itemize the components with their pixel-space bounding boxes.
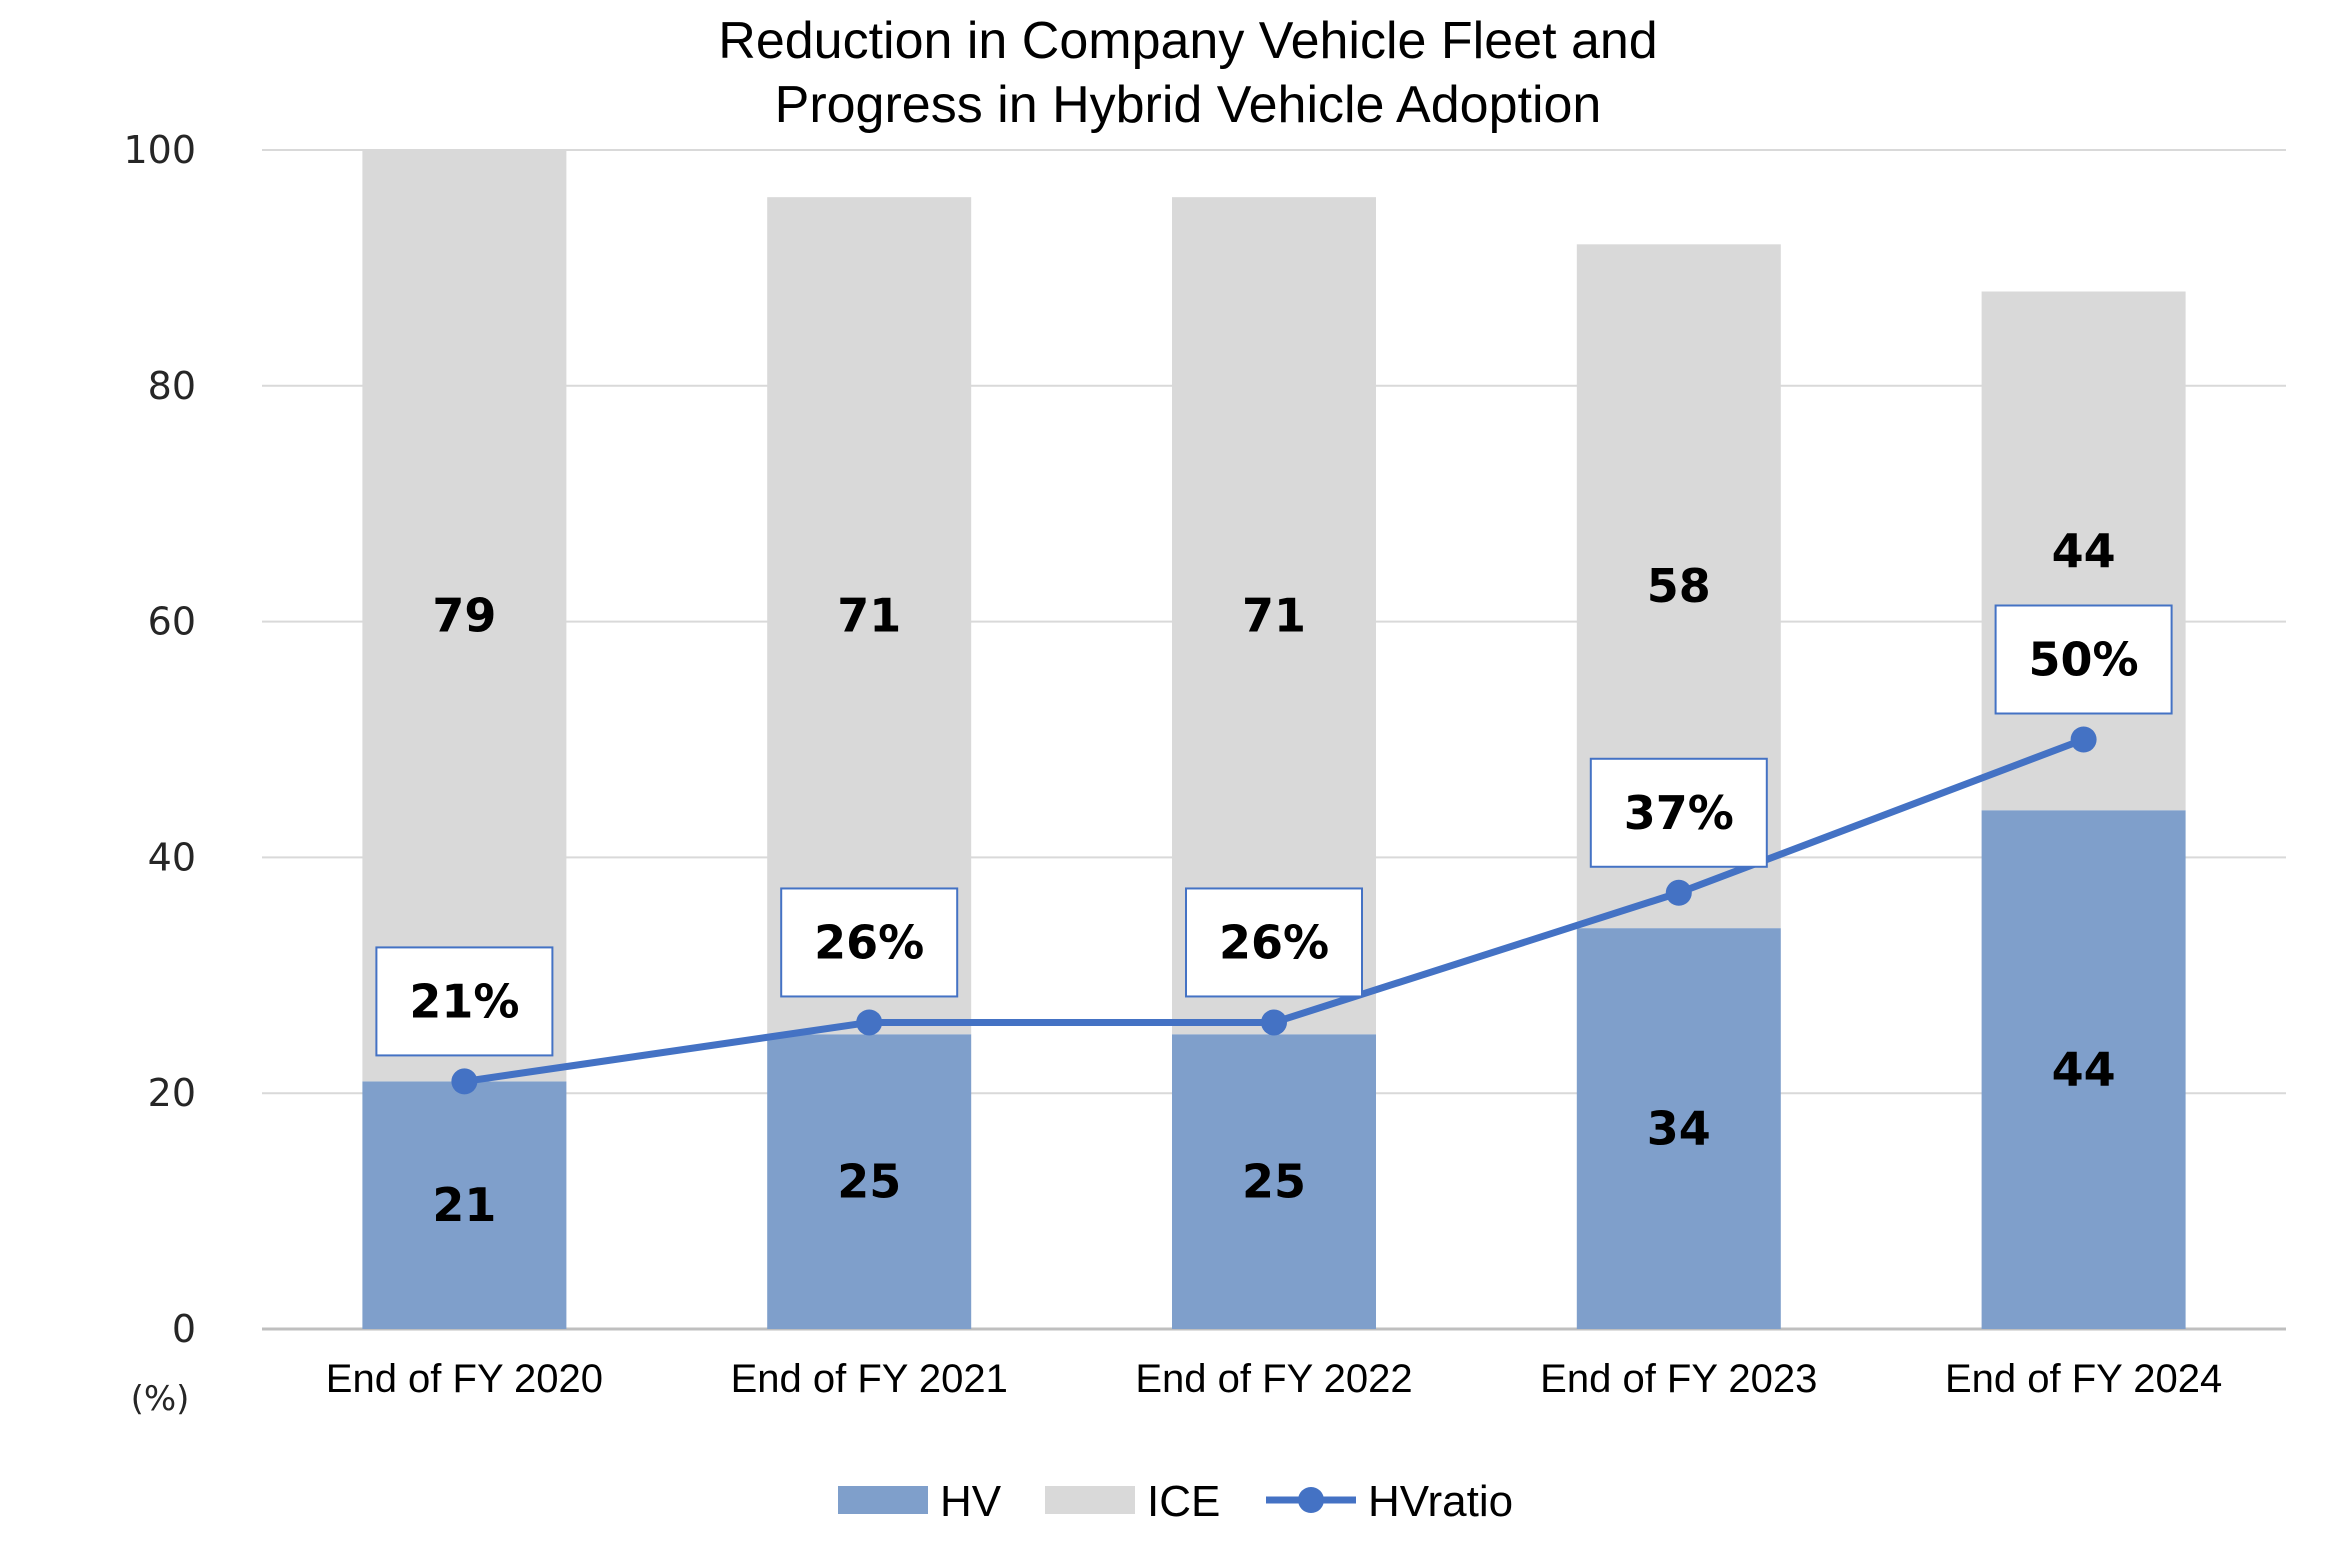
hvratio-line bbox=[451, 726, 2097, 1095]
hvratio-legend-marker bbox=[1298, 1487, 1324, 1513]
hv-legend-label: HV bbox=[940, 1477, 1002, 1526]
chart-title-line-2: Progress in Hybrid Vehicle Adoption bbox=[775, 76, 1602, 134]
ice-value-label: 79 bbox=[432, 589, 496, 643]
x-category-label: End of FY 2023 bbox=[1540, 1357, 1817, 1401]
hvratio-legend-label: HVratio bbox=[1368, 1477, 1513, 1526]
hv-value-label: 25 bbox=[837, 1155, 901, 1209]
y-tick-label: 0 bbox=[172, 1307, 196, 1351]
hvratio-point bbox=[1261, 1009, 1287, 1036]
hvratio-label: 37% bbox=[1624, 786, 1734, 840]
hv-bar bbox=[767, 1034, 972, 1329]
ice-value-label: 44 bbox=[2052, 524, 2116, 578]
hvratio-labels: 21% 26% 26% 37% 50% bbox=[375, 604, 2173, 1057]
hv-value-label: 21 bbox=[432, 1178, 496, 1232]
y-axis-ticks: 0 20 40 60 80 100 bbox=[123, 128, 196, 1351]
ice-value-label: 71 bbox=[837, 589, 901, 643]
hv-value-label: 44 bbox=[2052, 1043, 2116, 1097]
bar-value-labels: 21 79 25 71 25 71 34 58 44 44 bbox=[432, 524, 2115, 1232]
bars bbox=[362, 150, 2186, 1329]
x-category-label: End of FY 2024 bbox=[1945, 1357, 2222, 1401]
hv-bar bbox=[1576, 928, 1781, 1329]
hv-legend-swatch bbox=[838, 1486, 928, 1514]
ice-legend-swatch bbox=[1045, 1486, 1135, 1514]
x-category-label: End of FY 2021 bbox=[731, 1357, 1008, 1401]
chart-title: Reduction in Company Vehicle Fleet and P… bbox=[718, 12, 1657, 134]
ice-value-label: 71 bbox=[1242, 589, 1306, 643]
hvratio-label-box bbox=[375, 946, 554, 1057]
hv-bar bbox=[1172, 1034, 1376, 1329]
ice-value-label: 58 bbox=[1647, 559, 1711, 613]
hv-value-label: 25 bbox=[1242, 1155, 1306, 1209]
hv-bar bbox=[362, 1081, 567, 1329]
hvratio-point bbox=[1665, 879, 1692, 906]
y-tick-label: 60 bbox=[148, 600, 196, 644]
y-tick-label: 20 bbox=[148, 1071, 196, 1115]
hvratio-label: 21% bbox=[409, 974, 519, 1028]
hvratio-label: 50% bbox=[2029, 633, 2139, 687]
legend: HV ICE HVratio bbox=[838, 1477, 1513, 1526]
hvratio-label: 26% bbox=[1219, 915, 1329, 969]
hvratio-label: 26% bbox=[814, 915, 924, 969]
y-tick-label: 40 bbox=[148, 835, 196, 879]
y-tick-label: 100 bbox=[123, 128, 196, 172]
x-category-label: End of FY 2020 bbox=[326, 1357, 603, 1401]
ice-bar bbox=[1981, 291, 2186, 811]
ice-bar bbox=[362, 150, 567, 1082]
hvratio-label-box bbox=[1994, 604, 2173, 715]
hvratio-point bbox=[2070, 726, 2097, 753]
hv-value-label: 34 bbox=[1647, 1102, 1711, 1156]
hvratio-label-box bbox=[1185, 887, 1363, 998]
hv-bar bbox=[1981, 810, 2186, 1329]
x-axis-categories: End of FY 2020 End of FY 2021 End of FY 20… bbox=[326, 1357, 2222, 1401]
y-axis-unit-label: (%) bbox=[131, 1379, 190, 1419]
hvratio-label-box bbox=[1589, 757, 1768, 868]
chart-title-line-1: Reduction in Company Vehicle Fleet and bbox=[718, 12, 1657, 70]
hvratio-label-box bbox=[780, 887, 959, 998]
hvratio-point bbox=[856, 1009, 883, 1036]
x-category-label: End of FY 2022 bbox=[1135, 1357, 1412, 1401]
ice-legend-label: ICE bbox=[1147, 1477, 1220, 1526]
y-tick-label: 80 bbox=[148, 364, 196, 408]
hvratio-point bbox=[451, 1068, 478, 1095]
